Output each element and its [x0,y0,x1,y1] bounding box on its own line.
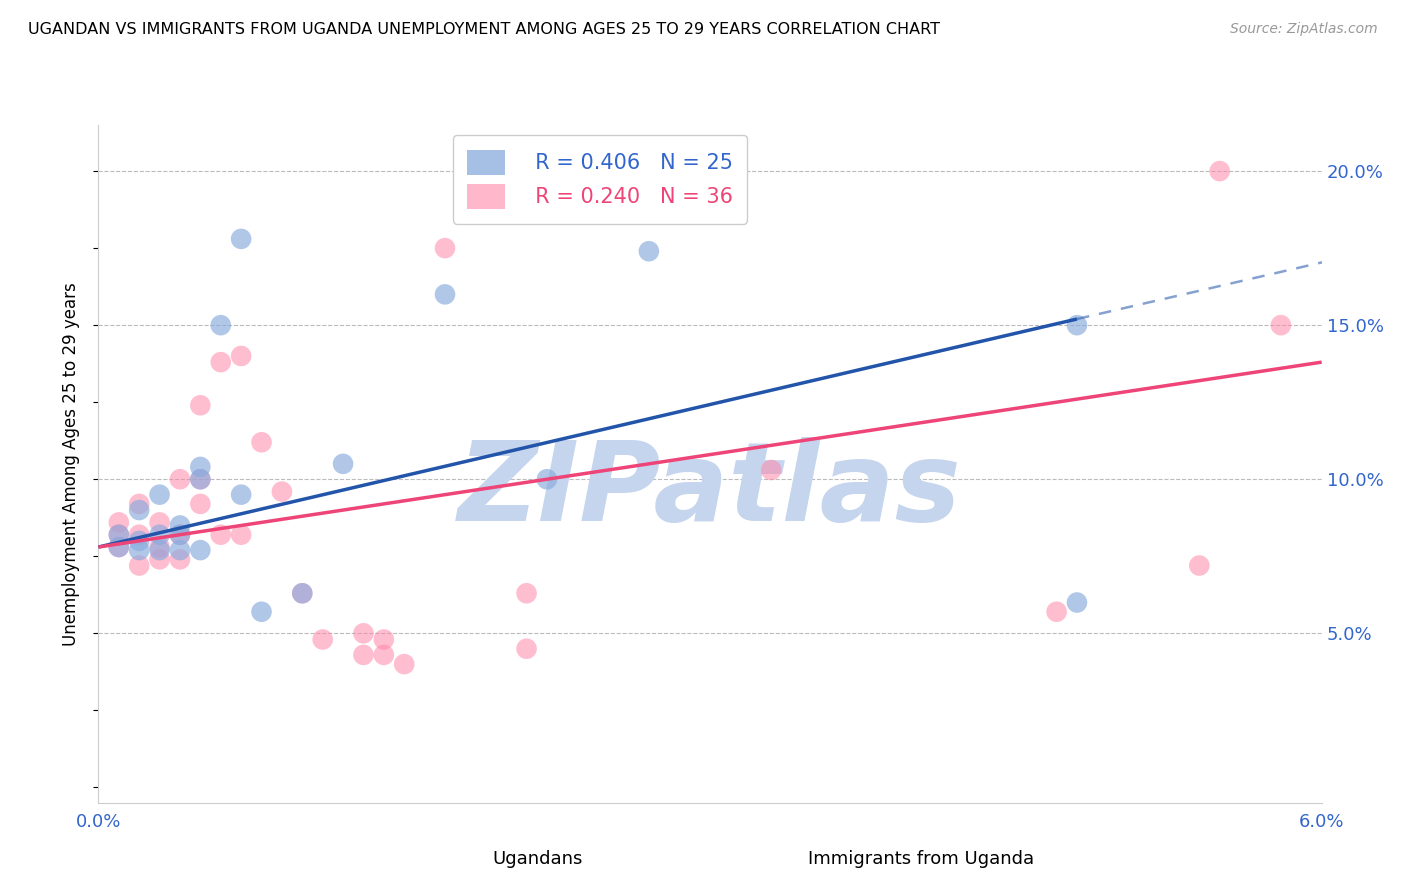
Point [373,632,395,647]
Point [516,641,538,656]
Point [128,503,150,517]
Point [149,516,172,530]
Point [209,355,232,369]
Point [1208,164,1232,178]
Point [433,287,456,301]
Y-axis label: Unemployment Among Ages 25 to 29 years: Unemployment Among Ages 25 to 29 years [62,282,80,646]
Point [352,626,374,640]
Point [108,540,131,554]
Point [1066,595,1088,609]
Point [270,484,292,499]
Point [149,543,172,558]
Point [231,349,253,363]
Text: Ugandans: Ugandans [492,850,582,868]
Point [188,398,212,412]
Point [392,657,416,672]
Point [149,488,172,502]
Point [128,558,150,573]
Point [231,527,253,541]
Point [108,527,131,541]
Point [250,435,273,450]
Point [291,586,314,600]
Point [108,527,131,541]
Point [231,488,253,502]
Point [1066,318,1088,333]
Point [149,552,172,566]
Point [1188,558,1211,573]
Point [128,497,150,511]
Point [149,540,172,554]
Text: Source: ZipAtlas.com: Source: ZipAtlas.com [1230,22,1378,37]
Point [128,527,150,541]
Point [188,543,212,558]
Point [169,543,191,558]
Point [250,605,273,619]
Point [169,552,191,566]
Point [209,527,232,541]
Point [332,457,354,471]
Point [516,586,538,600]
Point [352,648,374,662]
Point [291,586,314,600]
Point [209,318,232,333]
Point [149,527,172,541]
Text: Immigrants from Uganda: Immigrants from Uganda [808,850,1035,868]
Point [188,459,212,474]
Point [311,632,335,647]
Point [128,543,150,558]
Point [169,518,191,533]
Point [1270,318,1292,333]
Text: ZIPatlas: ZIPatlas [458,437,962,544]
Point [536,472,558,486]
Point [128,533,150,548]
Text: UGANDAN VS IMMIGRANTS FROM UGANDA UNEMPLOYMENT AMONG AGES 25 TO 29 YEARS CORRELA: UGANDAN VS IMMIGRANTS FROM UGANDA UNEMPL… [28,22,941,37]
Point [108,540,131,554]
Point [761,463,783,477]
Point [188,497,212,511]
Point [188,472,212,486]
Point [169,527,191,541]
Point [108,516,131,530]
Point [1045,605,1069,619]
Point [433,241,456,255]
Point [373,648,395,662]
Point [231,232,253,246]
Legend:   R = 0.406   N = 25,   R = 0.240   N = 36: R = 0.406 N = 25, R = 0.240 N = 36 [453,136,747,224]
Point [637,244,661,259]
Point [188,472,212,486]
Point [169,527,191,541]
Point [169,472,191,486]
